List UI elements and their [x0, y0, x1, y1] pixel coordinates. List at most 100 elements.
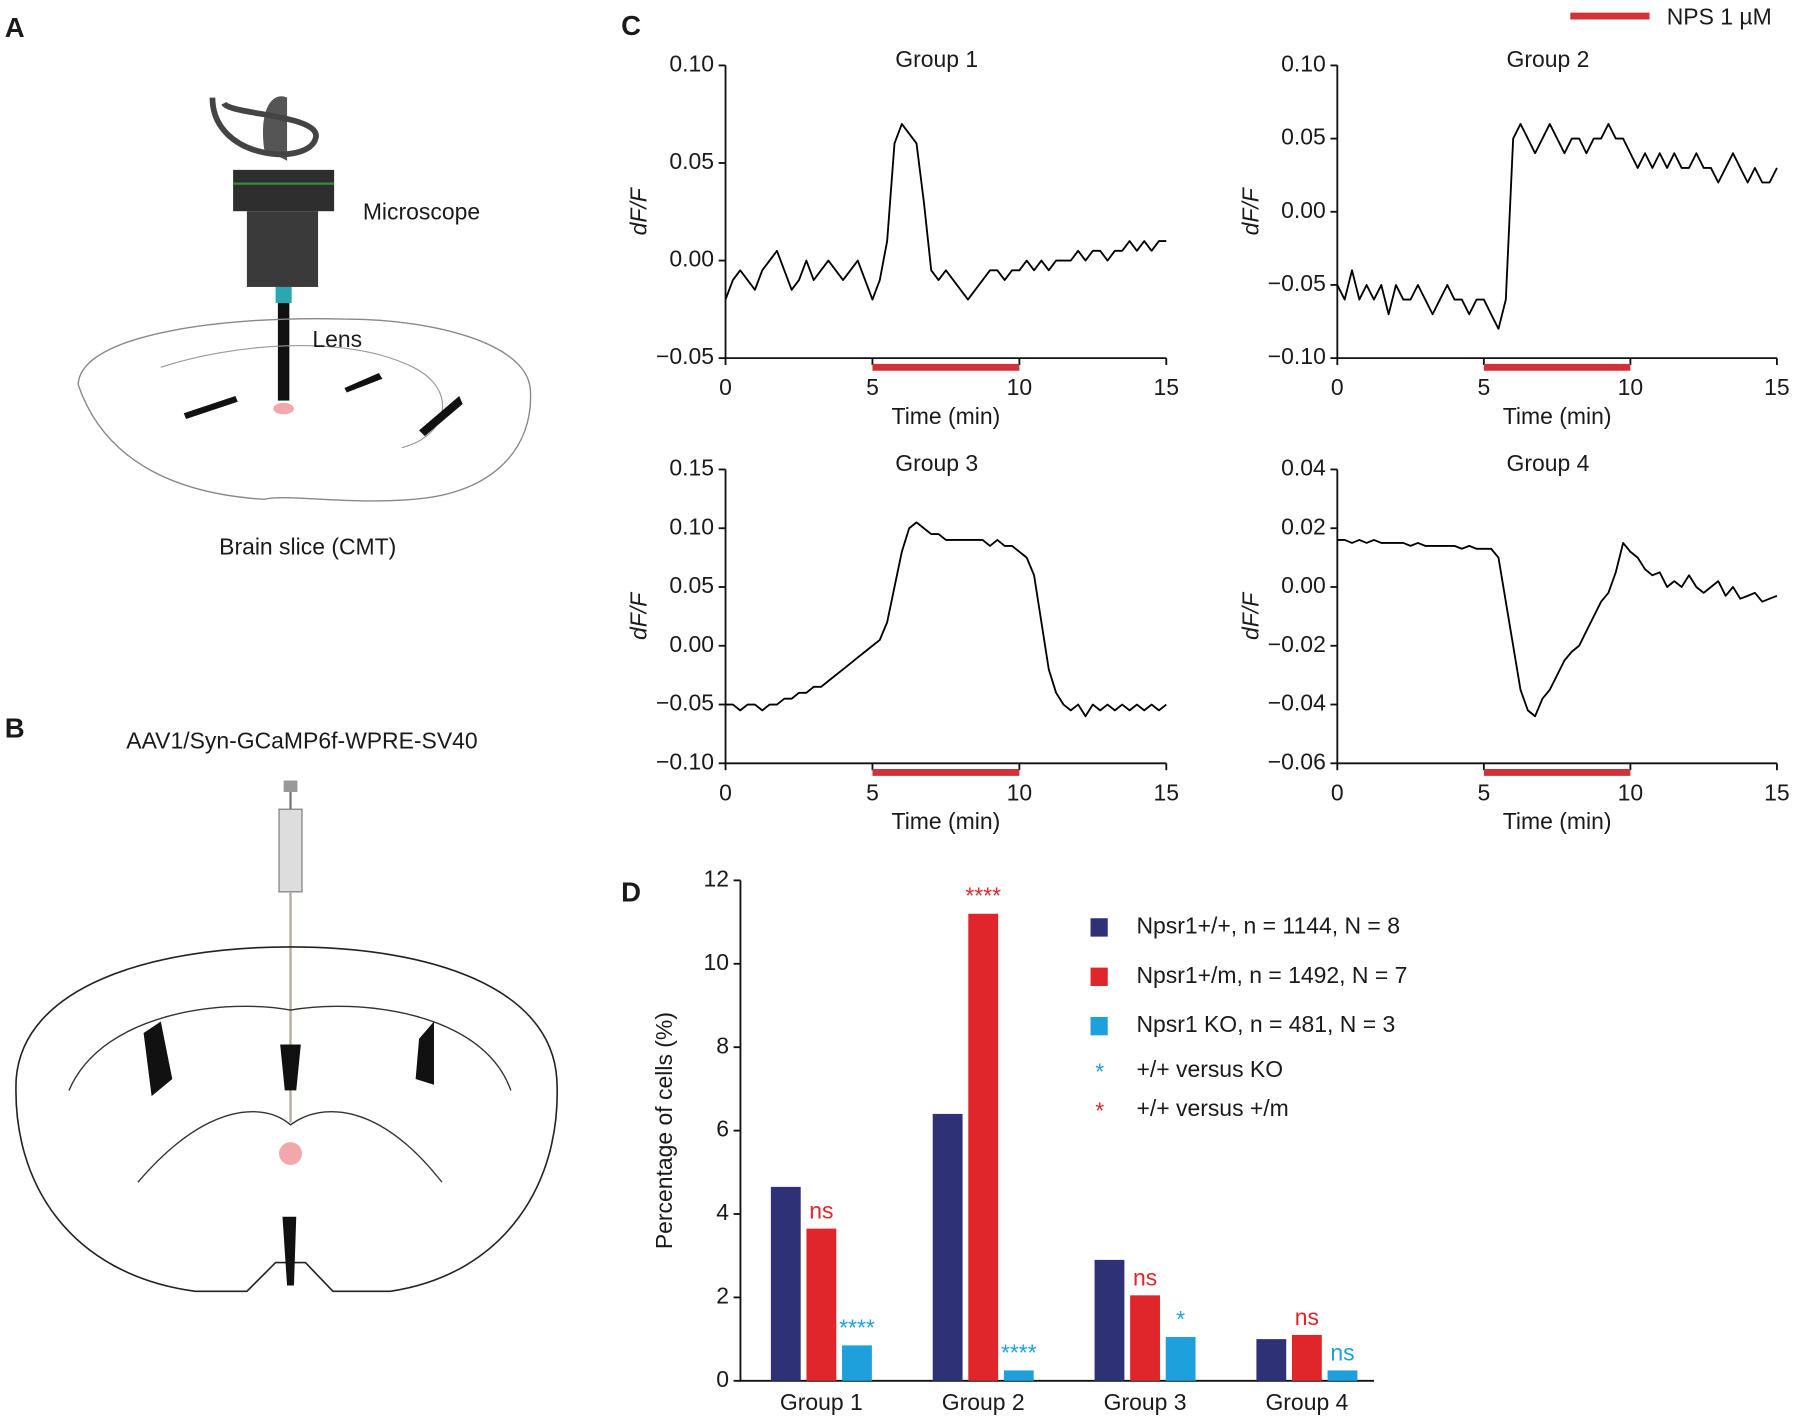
y-tick-label: −0.05 [656, 343, 714, 369]
panel-label: C [621, 10, 641, 41]
y-tick-label: −0.10 [656, 748, 714, 774]
y-tick-label: −0.04 [1268, 690, 1326, 716]
bar [932, 1113, 963, 1381]
y-tick-label: 0.05 [1281, 124, 1326, 150]
x-tick-label: 10 [1007, 374, 1033, 400]
bar [1094, 1259, 1125, 1381]
lens-label: Lens [312, 326, 362, 352]
x-tick-label: 0 [719, 374, 732, 400]
significance-label: * [1176, 1306, 1185, 1332]
chart-title: Group 3 [895, 450, 978, 476]
y-tick-label: −0.05 [1268, 270, 1326, 296]
y-tick-label: 0.10 [669, 513, 714, 539]
x-tick-label: 0 [1331, 374, 1344, 400]
y-tick-label: 0.10 [1281, 50, 1326, 76]
y-tick-label: −0.06 [1268, 748, 1326, 774]
axis [1336, 469, 1777, 765]
y-axis-label: dF/F [1237, 186, 1263, 235]
trace [1336, 123, 1778, 330]
y-tick-label: 0.00 [669, 631, 714, 657]
legend-label: Npsr1+/m, n = 1492, N = 7 [1136, 962, 1407, 988]
y-tick-label: 0.04 [1281, 455, 1326, 481]
y-tick-label: 0.15 [669, 455, 714, 481]
axis [724, 469, 1167, 765]
x-axis-label: Time (min) [892, 808, 1001, 834]
bar [1165, 1337, 1196, 1381]
y-axis-label: dF/F [626, 591, 652, 640]
y-tick-label: 0.00 [669, 246, 714, 272]
bar [806, 1228, 837, 1381]
bar [770, 1186, 801, 1381]
y-tick-label: 0 [716, 1366, 729, 1392]
y-tick-label: 6 [716, 1116, 729, 1142]
x-tick-label: 0 [1331, 779, 1344, 805]
x-tick-label: 10 [1618, 779, 1644, 805]
note-label: +/+ versus KO [1136, 1056, 1283, 1082]
legend-label: Npsr1 KO, n = 481, N = 3 [1136, 1011, 1395, 1037]
significance-label: **** [1001, 1339, 1037, 1365]
y-tick-label: 4 [716, 1199, 729, 1225]
legend-swatch [1090, 967, 1108, 986]
x-axis-label: Time (min) [1503, 808, 1612, 834]
axis [1336, 65, 1777, 360]
y-tick-label: 0.05 [669, 148, 714, 174]
chart-title: Group 4 [1506, 450, 1589, 476]
bar [1130, 1295, 1160, 1381]
virus-label: AAV1/Syn-GCaMP6f-WPRE-SV40 [126, 728, 477, 754]
chart-title: Group 1 [895, 46, 978, 72]
x-tick-label: 10 [1618, 374, 1644, 400]
y-tick-label: 8 [716, 1032, 729, 1058]
x-tick-label: Group 2 [942, 1389, 1025, 1415]
stimulus-legend: NPS 1 µM [1667, 3, 1772, 29]
x-tick-label: 15 [1764, 374, 1790, 400]
x-tick-label: 15 [1764, 779, 1790, 805]
trace [724, 123, 1167, 301]
bar [1291, 1334, 1322, 1381]
panel-label: A [5, 12, 25, 43]
x-tick-label: Group 1 [780, 1389, 863, 1415]
legend-swatch [1090, 918, 1108, 937]
y-tick-label: −0.10 [1268, 343, 1326, 369]
y-axis-label: dF/F [1237, 591, 1263, 640]
panel-label: B [5, 712, 25, 743]
y-axis-label: dF/F [626, 186, 652, 235]
significance-label: ns [1330, 1339, 1354, 1365]
x-tick-label: 10 [1007, 779, 1033, 805]
x-axis-label: Time (min) [1503, 403, 1612, 429]
significance-label: ns [809, 1198, 833, 1224]
axis [724, 65, 1167, 360]
x-tick-label: 0 [719, 779, 732, 805]
chart-title: Group 2 [1506, 46, 1589, 72]
bar [1256, 1339, 1287, 1381]
bar [842, 1345, 872, 1381]
y-tick-label: 0.10 [669, 50, 714, 76]
legend-label: Npsr1+/+, n = 1144, N = 8 [1136, 913, 1400, 939]
x-tick-label: 5 [866, 779, 879, 805]
trace [725, 521, 1167, 718]
y-tick-label: 0.02 [1281, 513, 1326, 539]
brain-drawing [15, 780, 558, 1293]
slice-label: Brain slice (CMT) [219, 534, 396, 560]
bar [968, 913, 999, 1381]
note-symbol: * [1095, 1058, 1104, 1084]
panel-label: D [621, 876, 641, 907]
significance-label: ns [1295, 1304, 1319, 1330]
y-tick-label: −0.02 [1268, 631, 1326, 657]
y-tick-label: 0.00 [1281, 572, 1326, 598]
y-tick-label: 10 [703, 949, 729, 975]
y-tick-label: −0.05 [656, 690, 714, 716]
significance-label: **** [839, 1314, 875, 1340]
x-tick-label: 15 [1154, 779, 1180, 805]
x-tick-label: 5 [866, 374, 879, 400]
y-tick-label: 0.00 [1281, 197, 1326, 223]
y-tick-label: 2 [716, 1282, 729, 1308]
x-tick-label: 5 [1477, 374, 1490, 400]
x-tick-label: Group 3 [1104, 1389, 1187, 1415]
significance-label: **** [965, 883, 1001, 909]
trace [1337, 539, 1778, 718]
y-tick-label: 0.05 [669, 572, 714, 598]
bar [1327, 1370, 1358, 1381]
bar [1003, 1370, 1034, 1381]
y-tick-label: 12 [703, 865, 729, 891]
